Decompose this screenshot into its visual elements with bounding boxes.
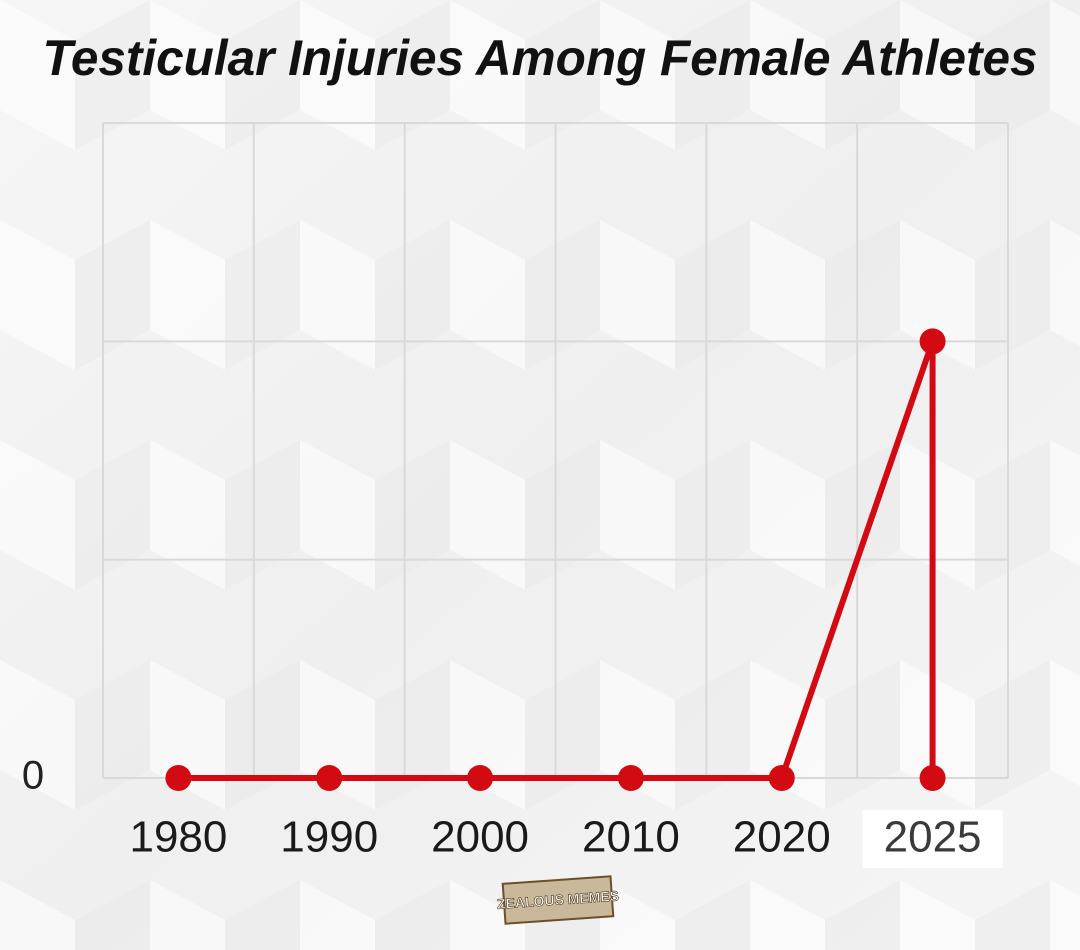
y-tick-label: 0 xyxy=(22,754,44,798)
x-tick-label: 1990 xyxy=(280,813,378,862)
data-point xyxy=(919,765,946,791)
line-segment xyxy=(778,338,936,781)
data-point xyxy=(768,765,795,791)
chart-title: Testicular Injuries Among Female Athlete… xyxy=(43,30,1038,86)
data-point xyxy=(316,765,343,791)
x-tick-label: 2000 xyxy=(431,813,529,862)
x-tick-label: 1980 xyxy=(129,813,227,862)
data-point xyxy=(165,765,192,791)
x-tick-label: 2010 xyxy=(582,813,680,862)
data-point xyxy=(467,765,494,791)
data-point xyxy=(919,328,946,355)
data-point xyxy=(617,765,644,791)
label-highlight xyxy=(862,810,1003,868)
x-tick-label: 2020 xyxy=(733,813,831,862)
x-tick-label: 2025 xyxy=(884,813,982,862)
watermark-box xyxy=(501,875,615,925)
